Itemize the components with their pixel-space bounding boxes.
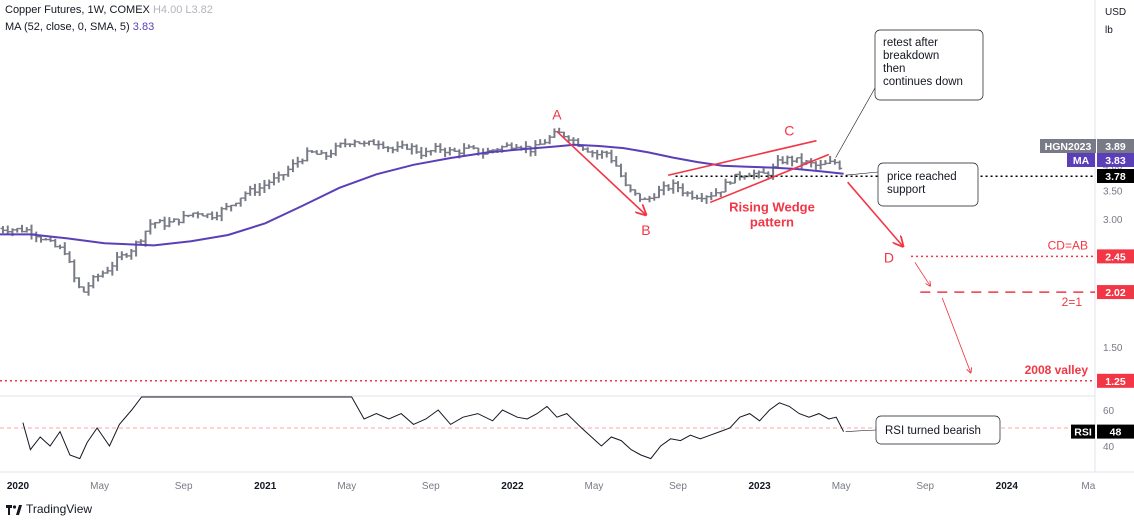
rsi-ticker-tag: RSI xyxy=(1074,427,1092,439)
ticker-tag-bg xyxy=(1040,139,1096,153)
time-axis-label: 2022 xyxy=(501,481,524,492)
rsi-value-tag-bg xyxy=(1097,424,1134,439)
price-tick-label: 3.50 xyxy=(1103,186,1123,197)
callout-pointer-retest xyxy=(835,87,876,158)
rsi-value-tag: 48 xyxy=(1110,427,1122,439)
wedge-label: Rising Wedge xyxy=(729,200,815,215)
callout-text-retest: continues down xyxy=(883,76,963,88)
cd-price-tag-bg xyxy=(1097,249,1134,264)
callout-text-support: price reached xyxy=(887,171,957,183)
last-price-tag: 3.89 xyxy=(1105,141,1126,153)
tradingview-logo-icon xyxy=(6,504,22,515)
wave-ab-arrow xyxy=(556,130,646,214)
ma-tag-bg xyxy=(1067,153,1095,167)
time-axis-label: 2021 xyxy=(254,481,277,492)
time-axis-label: Ma xyxy=(1081,481,1095,492)
wave-point-label-c: C xyxy=(784,123,794,139)
callout-box-support xyxy=(877,162,979,207)
wave-point-label-b: B xyxy=(641,222,650,238)
time-axis-label: Sep xyxy=(916,481,934,492)
brand-name: TradingView xyxy=(26,502,93,516)
wedge-label: pattern xyxy=(750,215,794,230)
price-unit-label: lb xyxy=(1105,25,1113,36)
time-axis-label: May xyxy=(90,481,109,492)
last-price-tag-bg xyxy=(1097,139,1134,153)
cd-price-tag: 2.45 xyxy=(1105,251,1126,263)
rsi-line xyxy=(22,396,845,460)
ticker-tag: HGN2023 xyxy=(1045,141,1092,153)
time-axis-label: Sep xyxy=(175,481,193,492)
time-axis-label: May xyxy=(585,481,604,492)
header-line-2: MA (52, close, 0, SMA, 5) 3.83 xyxy=(5,21,154,33)
ma-tag: MA xyxy=(1073,155,1090,167)
price-tick-label: 1.50 xyxy=(1103,343,1123,354)
two-equals-one-label: 2=1 xyxy=(1062,295,1083,309)
moving-average-line xyxy=(0,143,844,247)
price-tick-label: 4.00 xyxy=(1103,162,1123,173)
valley-label: 2008 valley xyxy=(1025,363,1089,377)
wave-point-label-a: A xyxy=(552,106,562,122)
wedge-lower-line xyxy=(709,153,830,204)
support-price-tag: 3.78 xyxy=(1105,171,1126,183)
callout-text-retest: retest after xyxy=(883,37,938,49)
price-unit-label: USD xyxy=(1105,7,1126,18)
rsi-tick-label: 60 xyxy=(1103,406,1115,417)
target-price-tag-bg xyxy=(1097,285,1134,300)
callout-box-retest xyxy=(874,29,984,101)
footer-brand: TradingView xyxy=(6,502,92,516)
callout-pointer-rsi xyxy=(845,429,877,432)
wave-point-label-d: D xyxy=(884,249,894,265)
projection-arrow-1 xyxy=(914,262,930,286)
wave-cd-arrow xyxy=(847,181,903,246)
support-price-tag-bg xyxy=(1097,169,1134,183)
time-axis-label: Sep xyxy=(422,481,440,492)
price-tick-label: 3.00 xyxy=(1103,215,1123,226)
header-line-1: Copper Futures, 1W, COMEX H4.00 L3.82 xyxy=(5,4,213,16)
ma-price-tag-bg xyxy=(1097,153,1134,167)
callout-text-rsi: RSI turned bearish xyxy=(885,425,981,437)
time-axis-label: 2024 xyxy=(996,481,1019,492)
time-axis-label: 2020 xyxy=(7,481,30,492)
target-price-tag: 2.02 xyxy=(1105,287,1126,299)
time-axis-label: 2023 xyxy=(748,481,771,492)
callout-text-support: support xyxy=(887,184,926,196)
rsi-ticker-tag-bg xyxy=(1071,424,1095,439)
rsi-tick-label: 40 xyxy=(1103,442,1115,453)
valley-price-tag: 1.25 xyxy=(1105,376,1126,388)
projection-arrow-2 xyxy=(941,297,970,373)
valley-price-tag-bg xyxy=(1097,373,1134,388)
callout-text-retest: then xyxy=(883,63,905,75)
high-value: H4.00 xyxy=(152,4,183,16)
time-axis-label: May xyxy=(832,481,851,492)
time-axis-label: May xyxy=(337,481,356,492)
ma-price-tag: 3.83 xyxy=(1105,155,1126,167)
cd-ab-label: CD=AB xyxy=(1048,238,1088,252)
callout-text-retest: breakdown xyxy=(883,50,939,62)
wedge-upper-line xyxy=(667,139,817,177)
low-value: L3.82 xyxy=(185,4,213,16)
callout-pointer-support xyxy=(845,171,879,176)
ma-indicator-label: MA (52, close, 0, SMA, 5) xyxy=(5,21,130,33)
symbol-title: Copper Futures, 1W, COMEX xyxy=(5,4,150,16)
time-axis-label: Sep xyxy=(669,481,687,492)
ma-indicator-value: 3.83 xyxy=(132,21,155,33)
callout-box-rsi xyxy=(875,415,1001,445)
